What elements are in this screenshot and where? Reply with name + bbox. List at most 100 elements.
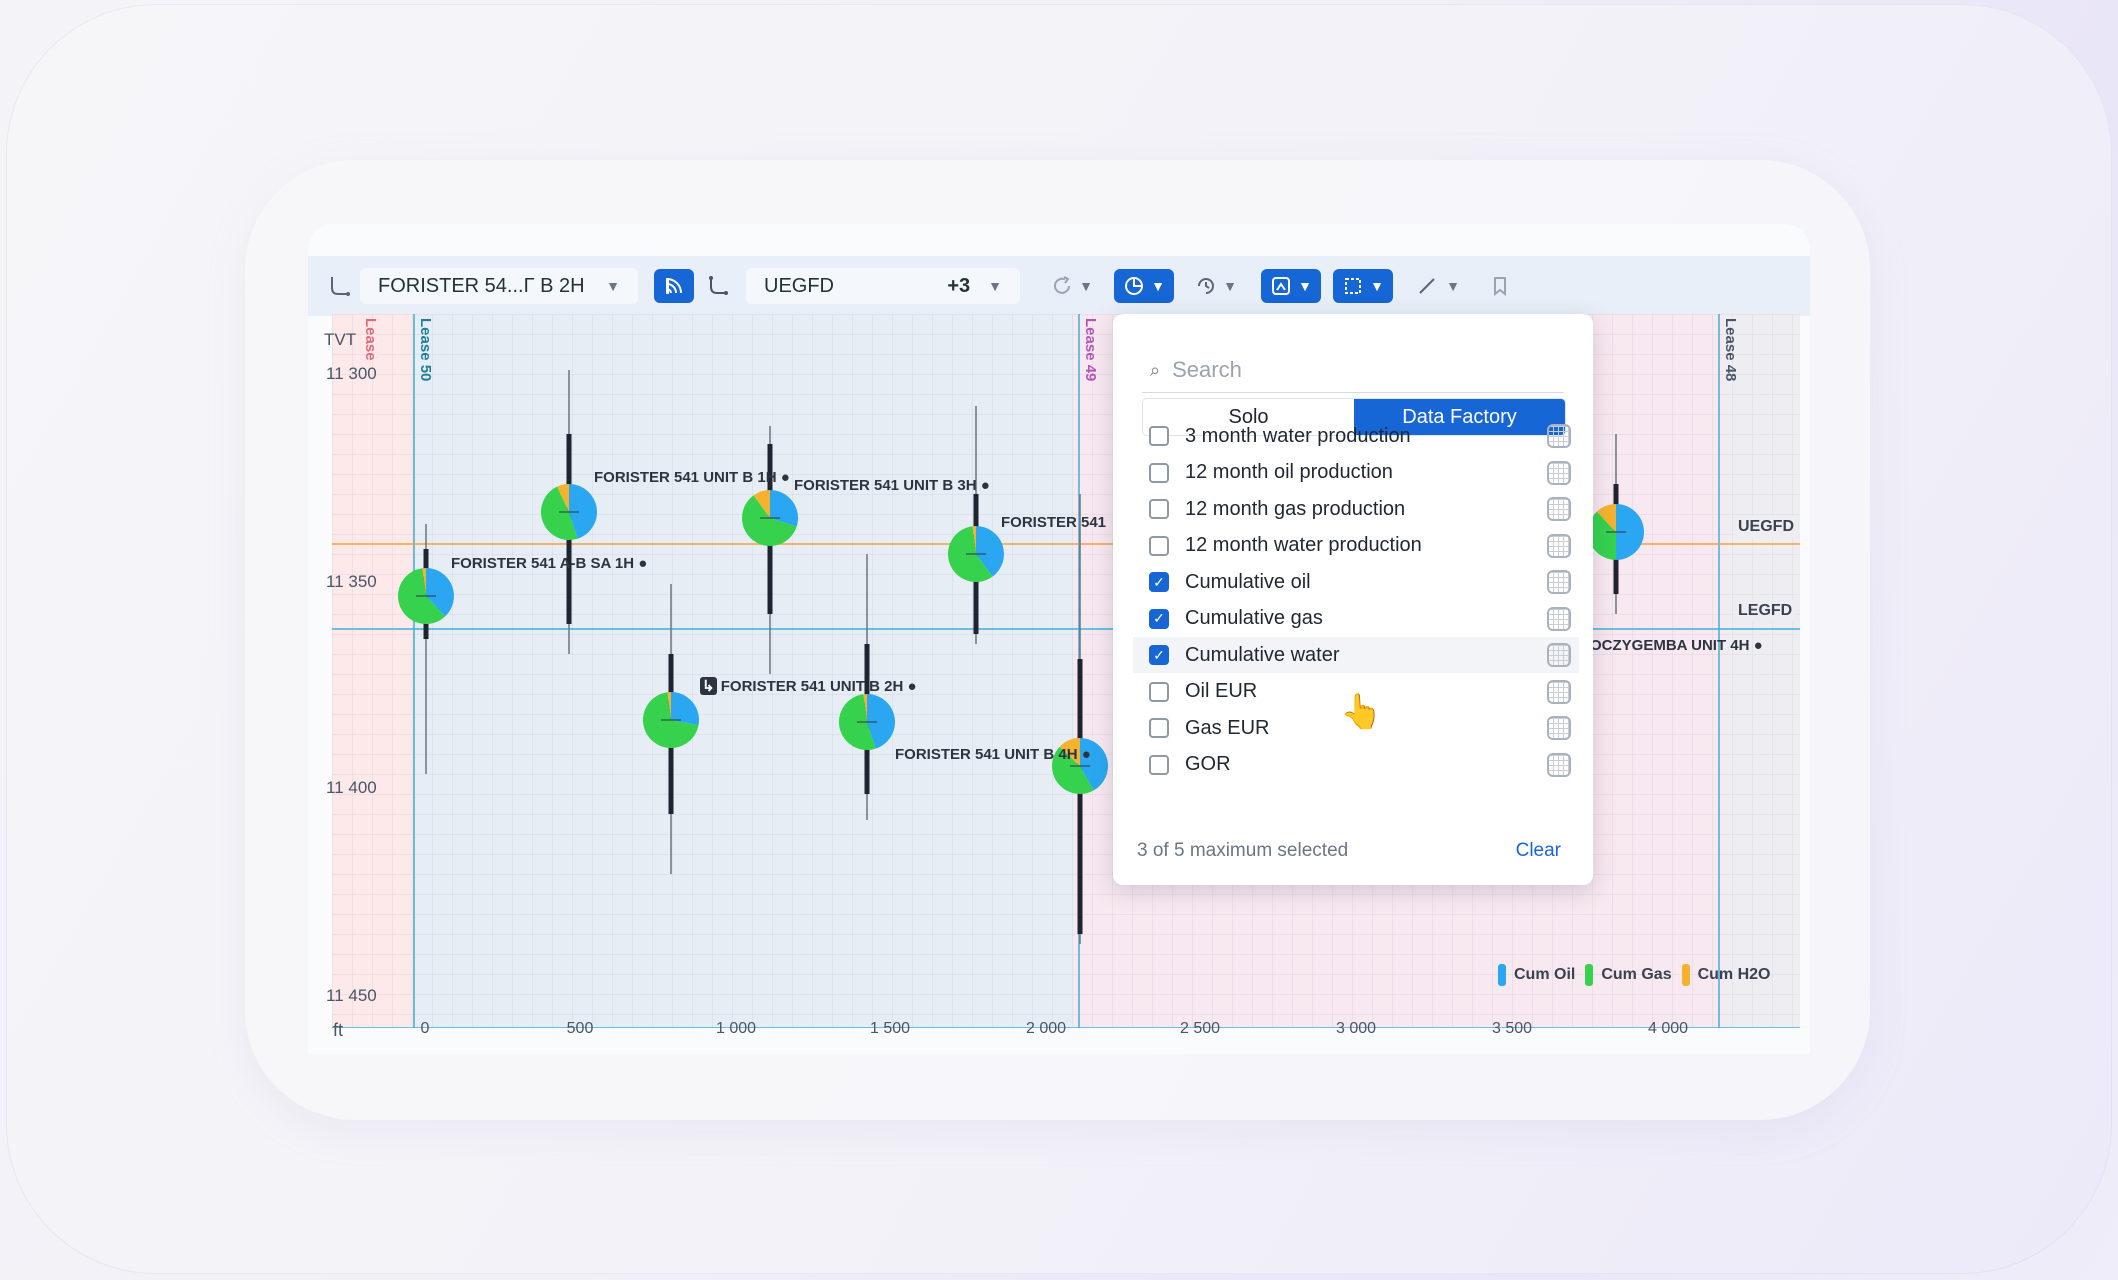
- checkbox[interactable]: [1149, 718, 1169, 738]
- attribute-option-label: GOR: [1185, 753, 1231, 775]
- refresh-menu-button[interactable]: ▼: [1042, 269, 1102, 303]
- data-grid-icon[interactable]: [1547, 679, 1571, 704]
- data-grid-icon[interactable]: [1547, 752, 1571, 777]
- line-tool-button[interactable]: ▼: [1408, 269, 1468, 303]
- well-marker[interactable]: [398, 524, 454, 774]
- well-label[interactable]: ↳ FORISTER 541 UNIT B 2H ●: [700, 677, 917, 695]
- lease-label: Lease 49: [1082, 318, 1099, 382]
- link-icon: ↳: [700, 677, 717, 695]
- well-label[interactable]: FORISTER 541: [1001, 514, 1107, 531]
- attribute-option[interactable]: 3 month water production: [1133, 418, 1579, 454]
- data-grid-icon[interactable]: [1547, 460, 1571, 485]
- history-menu-button[interactable]: ▼: [1186, 269, 1246, 303]
- well-marker[interactable]: [643, 584, 699, 874]
- checkbox[interactable]: [1149, 499, 1169, 519]
- x-tick-label: 1 500: [869, 1020, 911, 1037]
- trajectory-icon[interactable]: [702, 270, 734, 302]
- well-marker[interactable]: [1051, 494, 1108, 944]
- selection-count: 3 of 5 maximum selected: [1137, 840, 1349, 861]
- horizon-label: UEGFD: [1734, 516, 1798, 538]
- checkbox[interactable]: [1149, 754, 1169, 775]
- attribute-option[interactable]: Oil EUR: [1133, 674, 1579, 710]
- legend-swatch-oil: [1498, 964, 1506, 986]
- lease-label: Lease 50: [417, 318, 434, 382]
- search-input[interactable]: ⌕ Search: [1142, 348, 1564, 393]
- attribute-option[interactable]: GOR: [1133, 747, 1579, 783]
- checkbox[interactable]: ✓: [1149, 572, 1169, 592]
- formation-select[interactable]: UEGFD +3 ▼: [746, 268, 1020, 304]
- chevron-down-icon: ▼: [606, 278, 620, 294]
- pie-slice: [770, 490, 798, 527]
- attribute-dropdown: ⌕ Search Solo Data Factory 3 month water…: [1113, 314, 1593, 885]
- x-tick-label: 500: [566, 1020, 594, 1037]
- checkbox[interactable]: [1149, 462, 1169, 483]
- checkbox[interactable]: [1149, 535, 1169, 556]
- data-grid-icon[interactable]: [1547, 533, 1571, 558]
- user-icon: ●: [1753, 637, 1763, 654]
- attribute-option-label: Cumulative oil: [1185, 570, 1311, 593]
- chevron-down-icon: ▼: [988, 278, 1002, 294]
- checkbox[interactable]: [1149, 426, 1169, 446]
- attribute-option[interactable]: 12 month gas production: [1133, 491, 1579, 527]
- well-marker[interactable]: [948, 406, 1005, 644]
- pie-slice: [742, 495, 797, 546]
- pie-slice: [1588, 511, 1616, 560]
- data-grid-icon[interactable]: [1547, 497, 1571, 521]
- well-marker[interactable]: [742, 426, 798, 674]
- data-grid-icon[interactable]: [1547, 643, 1571, 667]
- attribute-option[interactable]: ✓ Cumulative gas: [1133, 601, 1579, 637]
- pie-slice: [541, 486, 578, 540]
- attribute-option[interactable]: 12 month oil production: [1133, 455, 1579, 491]
- formation-extra-count: +3: [947, 274, 971, 297]
- user-icon: ●: [907, 678, 917, 695]
- pie-chart-menu-button[interactable]: ▼: [1114, 269, 1174, 303]
- tab-data-factory[interactable]: Data Factory: [1354, 399, 1565, 435]
- pie-slice: [671, 692, 699, 726]
- attribute-option[interactable]: 12 month water production: [1133, 528, 1579, 564]
- x-axis-unit: ft: [333, 1020, 344, 1040]
- y-tick-label: 11 400: [326, 778, 377, 797]
- pie-slice: [422, 568, 426, 596]
- attribute-option[interactable]: Gas EUR: [1133, 710, 1579, 746]
- well-label[interactable]: OCZYGEMBA UNIT 4H ●: [1590, 637, 1763, 654]
- attribute-option-label: Gas EUR: [1185, 716, 1270, 739]
- checkbox[interactable]: ✓: [1149, 608, 1169, 629]
- y-axis-label: TVT: [324, 330, 357, 349]
- well-select[interactable]: FORISTER 54...Γ B 2H ▼: [360, 268, 638, 304]
- signal-toggle-button[interactable]: [654, 269, 694, 303]
- pie-slice: [972, 526, 976, 554]
- clear-button[interactable]: Clear: [1515, 840, 1561, 861]
- attribute-option[interactable]: ✓ Cumulative water: [1133, 637, 1579, 673]
- well-path-icon[interactable]: [324, 270, 356, 302]
- pie-slice: [557, 484, 569, 512]
- well-marker[interactable]: [541, 370, 598, 654]
- pie-slice: [867, 694, 895, 749]
- attribute-option[interactable]: ✓ Cumulative oil: [1133, 564, 1579, 600]
- search-placeholder: Search: [1172, 357, 1242, 382]
- pie-slice: [753, 490, 770, 518]
- data-grid-icon[interactable]: [1547, 424, 1571, 448]
- pie-slice: [1616, 504, 1644, 560]
- tab-solo[interactable]: Solo: [1143, 399, 1354, 435]
- user-icon: ●: [780, 469, 790, 486]
- well-marker[interactable]: [839, 554, 895, 820]
- y-tick-label: 11 350: [326, 572, 377, 591]
- checkbox[interactable]: ✓: [1149, 645, 1169, 665]
- user-icon: ●: [980, 477, 990, 494]
- data-grid-icon[interactable]: [1547, 606, 1571, 631]
- well-label[interactable]: FORISTER 541 UNIT B 4H ●: [895, 746, 1091, 763]
- data-grid-icon[interactable]: [1547, 570, 1571, 594]
- legend-swatch-gas: [1585, 964, 1594, 986]
- checkbox[interactable]: [1149, 681, 1169, 702]
- well-label[interactable]: FORISTER 541 UNIT B 3H ●: [794, 477, 990, 494]
- well-label[interactable]: FORISTER 541 A-B SA 1H ●: [451, 555, 648, 572]
- bookmark-icon[interactable]: [1484, 270, 1516, 302]
- well-label[interactable]: FORISTER 541 UNIT B 1H ●: [594, 469, 790, 486]
- view-menu-button[interactable]: ▼: [1261, 269, 1321, 303]
- data-grid-icon[interactable]: [1547, 716, 1571, 740]
- horizon-label: LEGFD: [1734, 600, 1797, 622]
- selection-menu-button[interactable]: ▼: [1333, 269, 1393, 303]
- pie-slice: [1596, 504, 1616, 532]
- well-marker[interactable]: [1588, 434, 1644, 614]
- attribute-option-label: 3 month water production: [1185, 424, 1411, 447]
